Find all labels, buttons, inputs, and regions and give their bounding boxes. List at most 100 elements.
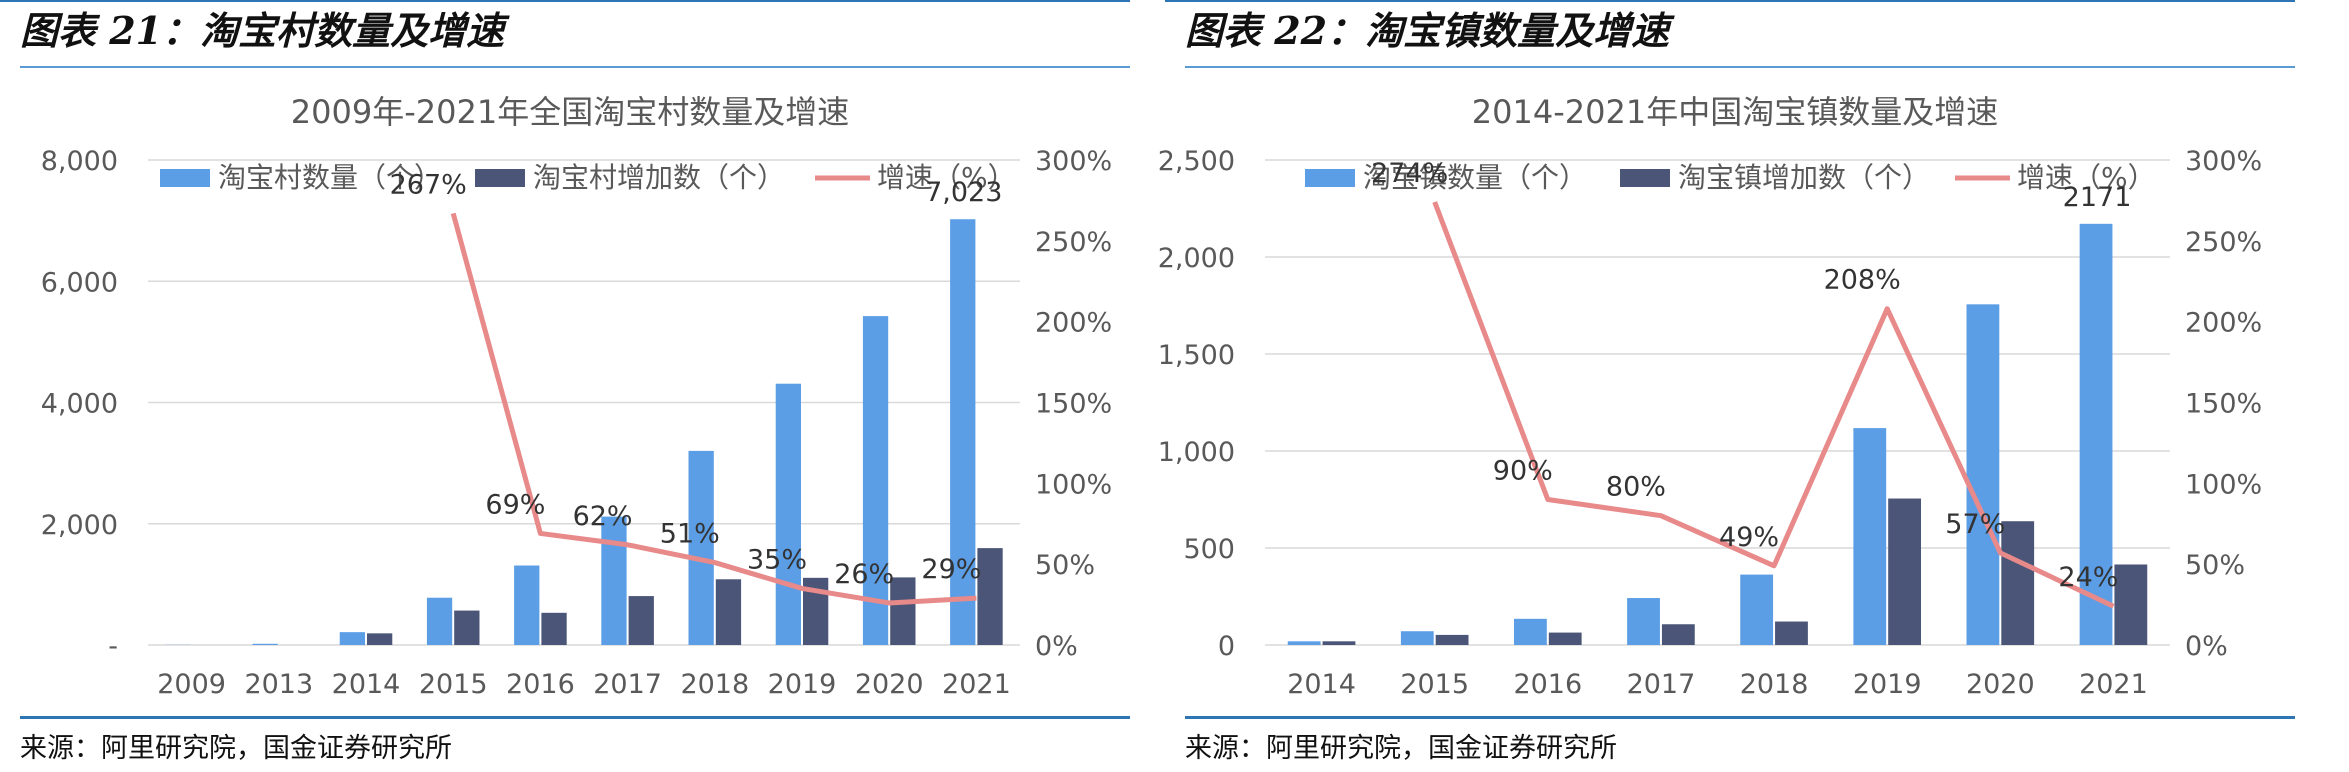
- title-rule: [1185, 66, 2295, 68]
- chart-title: 2009年-2021年全国淘宝村数量及增速: [291, 93, 849, 131]
- x-tick-label: 2016: [1513, 669, 1582, 700]
- data-label-growth: 29%: [921, 554, 981, 585]
- x-tick-label: 2015: [1400, 669, 1469, 700]
- bar-count: [775, 383, 801, 645]
- legend-label: 淘宝镇增加数（个）: [1678, 161, 1930, 194]
- bar-count: [862, 316, 889, 645]
- bar-count: [1514, 618, 1547, 645]
- x-tick-label: 2013: [244, 669, 313, 700]
- legend-swatch: [475, 169, 525, 187]
- bar-count: [1966, 304, 2000, 645]
- top-rule: [1165, 0, 2295, 2]
- x-tick-label: 2015: [419, 669, 488, 700]
- legend-swatch: [160, 169, 210, 187]
- x-tick-label: 2014: [1287, 669, 1356, 700]
- data-label-growth: 69%: [485, 489, 545, 520]
- y-tick-label: 1,500: [1158, 340, 1235, 371]
- bar-count: [426, 597, 453, 645]
- chart-panel-towns: 图表 22：淘宝镇数量及增速 2014-2021年中国淘宝镇数量及增速 淘宝镇数量…: [1158, 0, 2305, 772]
- y-tick-label: 500: [1183, 534, 1235, 565]
- bar-count: [252, 643, 278, 645]
- top-rule: [0, 0, 1130, 2]
- bar-count: [1740, 574, 1774, 645]
- bar-increase: [628, 596, 654, 645]
- y2-tick-label: 300%: [1035, 146, 1112, 177]
- y-tick-label: -: [108, 631, 118, 662]
- x-tick-label: 2016: [506, 669, 575, 700]
- x-tick-label: 2019: [1853, 669, 1922, 700]
- source-note: 来源：阿里研究院，国金证券研究所: [20, 733, 452, 764]
- x-tick-label: 2018: [680, 669, 749, 700]
- y2-tick-label: 0%: [2185, 631, 2228, 662]
- y-tick-label: 1,000: [1158, 437, 1235, 468]
- bar-count: [2079, 223, 2113, 646]
- bar-increase: [1548, 632, 1582, 645]
- x-tick-label: 2019: [768, 669, 837, 700]
- y2-tick-label: 300%: [2185, 146, 2262, 177]
- legend-label: 淘宝镇数量（个）: [1363, 161, 1587, 194]
- x-tick-label: 2014: [332, 669, 401, 700]
- data-label-growth: 26%: [834, 559, 894, 590]
- data-label-growth: 35%: [747, 544, 807, 575]
- y2-tick-label: 50%: [2185, 550, 2245, 581]
- source-note: 来源：阿里研究院，国金证券研究所: [1185, 733, 1617, 764]
- y-tick-label: 8,000: [41, 146, 118, 177]
- data-label-growth: 90%: [1493, 456, 1553, 487]
- bar-increase: [454, 610, 480, 645]
- bar-count: [1853, 428, 1887, 645]
- y2-tick-label: 150%: [1035, 389, 1112, 420]
- bar-count: [514, 565, 540, 645]
- legend-swatch: [1305, 169, 1355, 187]
- bar-increase: [1661, 624, 1695, 645]
- bar-count: [601, 516, 627, 645]
- legend-label: 淘宝村数量（个）: [218, 161, 442, 194]
- data-label-growth: 24%: [2058, 562, 2118, 593]
- figure-title: 图表 21：淘宝村数量及增速: [20, 8, 505, 53]
- title-rule: [20, 66, 1130, 68]
- bar-increase: [890, 577, 916, 645]
- y2-tick-label: 150%: [2185, 389, 2262, 420]
- data-label-growth: 274%: [1371, 158, 1448, 189]
- x-tick-label: 2020: [855, 669, 924, 700]
- bar-increase: [1322, 641, 1356, 645]
- bar-count: [1627, 598, 1660, 645]
- bar-increase: [367, 633, 393, 645]
- bar-count: [1287, 641, 1321, 645]
- bar-increase: [1435, 634, 1469, 645]
- bar-increase: [1888, 498, 1921, 645]
- legend-swatch: [1620, 169, 1670, 187]
- x-tick-label: 2018: [1740, 669, 1809, 700]
- x-tick-label: 2020: [1966, 669, 2035, 700]
- data-label-growth: 80%: [1606, 472, 1666, 503]
- y2-tick-label: 250%: [2185, 227, 2262, 258]
- data-label-count: 7,023: [925, 177, 1002, 208]
- data-label-growth: 51%: [660, 519, 720, 550]
- y-tick-label: 0: [1218, 631, 1235, 662]
- y-tick-label: 2,000: [1158, 243, 1235, 274]
- x-tick-label: 2021: [942, 669, 1011, 700]
- y2-tick-label: 200%: [2185, 308, 2262, 339]
- y-tick-label: 4,000: [41, 389, 118, 420]
- y-tick-label: 6,000: [41, 267, 118, 298]
- x-tick-label: 2017: [593, 669, 662, 700]
- data-label-growth: 208%: [1824, 265, 1901, 296]
- bar-increase: [977, 548, 1003, 645]
- bar-increase: [541, 612, 567, 645]
- legend-label: 增速（%）: [2017, 161, 2156, 194]
- bottom-rule: [1185, 716, 2295, 719]
- y2-tick-label: 0%: [1035, 631, 1078, 662]
- legend-label: 增速（%）: [877, 161, 1016, 194]
- x-tick-label: 2017: [1627, 669, 1696, 700]
- bar-increase: [715, 579, 742, 645]
- data-label-growth: 62%: [573, 501, 633, 532]
- bar-increase: [1775, 621, 1808, 645]
- y2-tick-label: 100%: [2185, 469, 2262, 500]
- x-tick-label: 2021: [2079, 669, 2148, 700]
- data-label-growth: 267%: [390, 169, 467, 200]
- y2-tick-label: 100%: [1035, 469, 1112, 500]
- bar-increase: [2114, 564, 2148, 645]
- y2-tick-label: 50%: [1035, 550, 1095, 581]
- bar-increase: [2001, 521, 2035, 645]
- chart-title: 2014-2021年中国淘宝镇数量及增速: [1472, 93, 1998, 131]
